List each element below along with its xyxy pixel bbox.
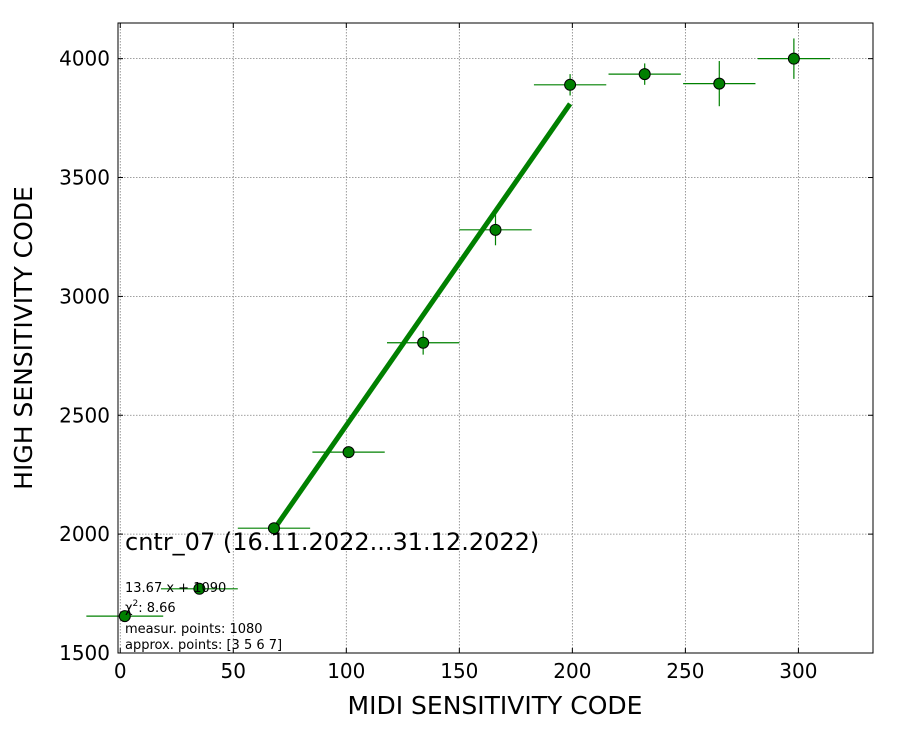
annotation-title: cntr_07 (16.11.2022...31.12.2022) <box>125 528 539 556</box>
y-tick-label: 3000 <box>59 284 110 308</box>
grid <box>118 23 873 654</box>
x-tick-label: 150 <box>440 659 478 683</box>
data-point <box>713 77 726 90</box>
x-tick-label: 250 <box>666 659 704 683</box>
chi2-symbol: χ <box>125 601 133 616</box>
data-layer <box>86 38 831 623</box>
annotation-approx-points: approx. points: [3 5 6 7] <box>125 638 282 653</box>
y-axis-title: HIGH SENSITIVITY CODE <box>9 186 38 490</box>
chi2-value: : 8.66 <box>138 601 175 616</box>
x-tick-label: 100 <box>327 659 365 683</box>
y-tick-label: 3500 <box>59 166 110 190</box>
data-point <box>787 52 800 65</box>
data-point <box>489 223 502 236</box>
annotation-chi2: χ2: 8.66 <box>125 599 176 616</box>
data-point <box>417 336 430 349</box>
data-point <box>193 582 206 595</box>
y-tick-label: 1500 <box>59 641 110 665</box>
annotation-measur-points: measur. points: 1080 <box>125 622 263 637</box>
x-tick-label: 0 <box>114 659 127 683</box>
data-point <box>118 610 131 623</box>
annotation-equation: 13.67 x + 1090 <box>125 581 226 596</box>
y-tick-label: 2000 <box>59 522 110 546</box>
plot-frame <box>117 22 874 654</box>
data-point <box>267 522 280 535</box>
x-tick-label: 50 <box>221 659 246 683</box>
chi2-superscript: 2 <box>133 599 139 609</box>
x-axis-title: MIDI SENSITIVITY CODE <box>348 691 643 720</box>
x-tick-label: 200 <box>553 659 591 683</box>
y-tick-label: 4000 <box>59 47 110 71</box>
data-point <box>564 78 577 91</box>
fit-line <box>271 102 573 531</box>
data-point <box>342 446 355 459</box>
data-point <box>638 68 651 81</box>
x-tick-label: 300 <box>779 659 817 683</box>
y-tick-label: 2500 <box>59 403 110 427</box>
ticks: 0 50 100 150 200 250 300 1500 2000 2500 3000 3500 40… <box>59 23 873 683</box>
